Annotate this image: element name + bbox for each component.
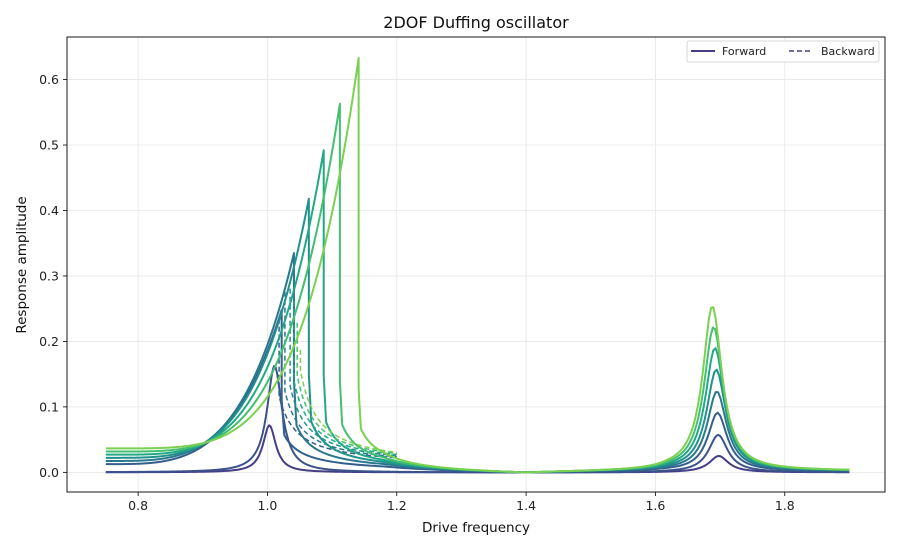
axes-frame <box>66 36 886 493</box>
x-tick-label: 1.8 <box>775 498 795 513</box>
forward-series-line <box>105 56 850 474</box>
chart-title: 2DOF Duffing oscillator <box>383 13 569 32</box>
y-axis-ticks: 0.0 0.1 0.2 0.3 0.4 0.5 0.6 <box>39 72 67 480</box>
x-tick-label: 1.6 <box>645 498 665 513</box>
forward-series-line <box>105 102 850 474</box>
backward-series-line <box>289 288 397 457</box>
y-axis-label: Response amplitude <box>14 196 30 333</box>
forward-series-line <box>105 149 850 474</box>
forward-series-line <box>105 365 850 474</box>
backward-series-line <box>284 291 397 458</box>
x-tick-label: 1.2 <box>387 498 407 513</box>
y-tick-label: 0.0 <box>39 465 59 480</box>
x-tick-label: 1.0 <box>258 498 278 513</box>
y-tick-label: 0.1 <box>39 399 59 414</box>
backward-series-line <box>296 322 397 455</box>
y-tick-label: 0.5 <box>39 138 59 153</box>
legend-forward-label: Forward <box>722 45 766 58</box>
grid-lines <box>67 37 885 492</box>
y-tick-label: 0.3 <box>39 268 59 283</box>
legend: Forward Backward <box>686 40 880 63</box>
x-axis-label: Drive frequency <box>422 520 530 536</box>
x-axis-ticks: 0.8 1.0 1.2 1.4 1.6 1.8 <box>128 492 795 513</box>
y-tick-label: 0.4 <box>39 203 59 218</box>
legend-backward-label: Backward <box>821 45 875 58</box>
x-tick-label: 1.4 <box>516 498 536 513</box>
plot-area <box>105 56 850 474</box>
backward-series-line <box>293 300 397 456</box>
forward-series-line <box>105 197 850 474</box>
backward-series-line <box>299 349 397 454</box>
y-tick-label: 0.6 <box>39 72 59 87</box>
x-tick-label: 0.8 <box>128 498 148 513</box>
legend-box <box>686 40 880 63</box>
y-tick-label: 0.2 <box>39 334 59 349</box>
